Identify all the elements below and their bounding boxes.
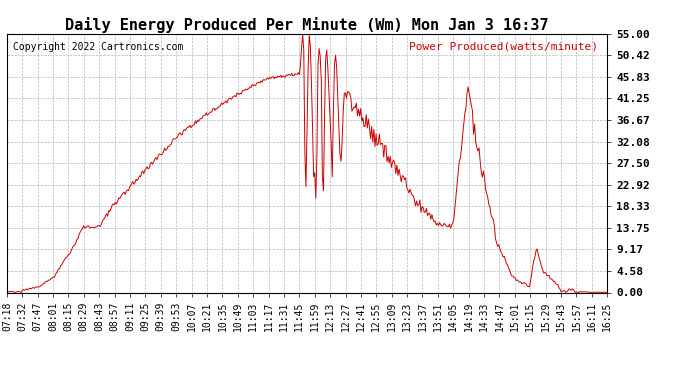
- Text: Power Produced(watts/minute): Power Produced(watts/minute): [409, 42, 598, 51]
- Title: Daily Energy Produced Per Minute (Wm) Mon Jan 3 16:37: Daily Energy Produced Per Minute (Wm) Mo…: [66, 16, 549, 33]
- Text: Copyright 2022 Cartronics.com: Copyright 2022 Cartronics.com: [13, 42, 184, 51]
